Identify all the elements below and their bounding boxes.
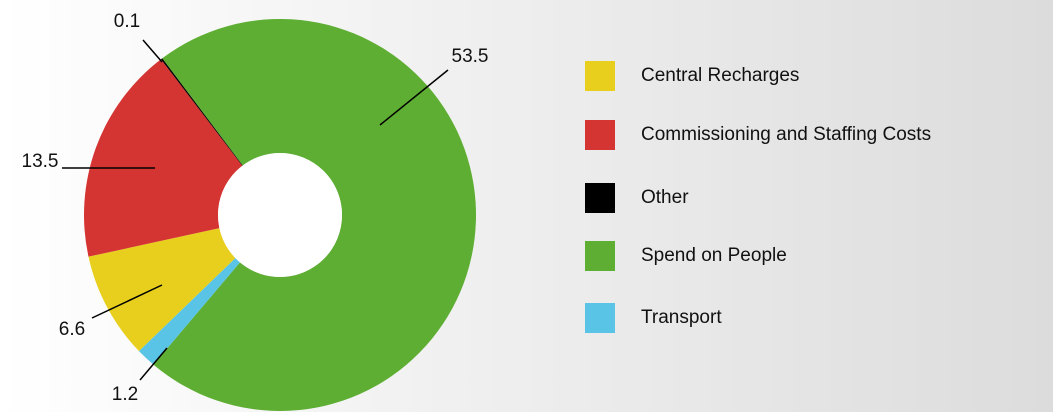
legend-swatch — [585, 61, 615, 91]
donut-slice — [139, 258, 240, 365]
data-label: 6.6 — [59, 319, 85, 340]
legend-label: Commissioning and Staffing Costs — [641, 124, 931, 145]
legend-label: Transport — [641, 307, 722, 328]
legend-label: Spend on People — [641, 245, 787, 266]
legend-label: Central Recharges — [641, 65, 799, 86]
legend-swatch — [585, 120, 615, 150]
leader-line — [139, 347, 168, 381]
legend-swatch — [585, 303, 615, 333]
donut-slice — [153, 18, 477, 411]
data-label: 13.5 — [22, 151, 59, 172]
legend-swatch — [585, 183, 615, 213]
leader-line — [91, 284, 163, 319]
donut-slice — [160, 58, 243, 166]
data-label: 0.1 — [114, 11, 140, 32]
donut-hole — [218, 153, 342, 277]
leader-line — [142, 39, 163, 63]
leader-line — [379, 69, 449, 126]
donut-slice — [84, 59, 243, 257]
donut-slice — [88, 228, 236, 352]
legend-label: Other — [641, 187, 689, 208]
data-label: 1.2 — [112, 384, 138, 405]
legend-swatch — [585, 241, 615, 271]
data-label: 53.5 — [452, 46, 489, 67]
